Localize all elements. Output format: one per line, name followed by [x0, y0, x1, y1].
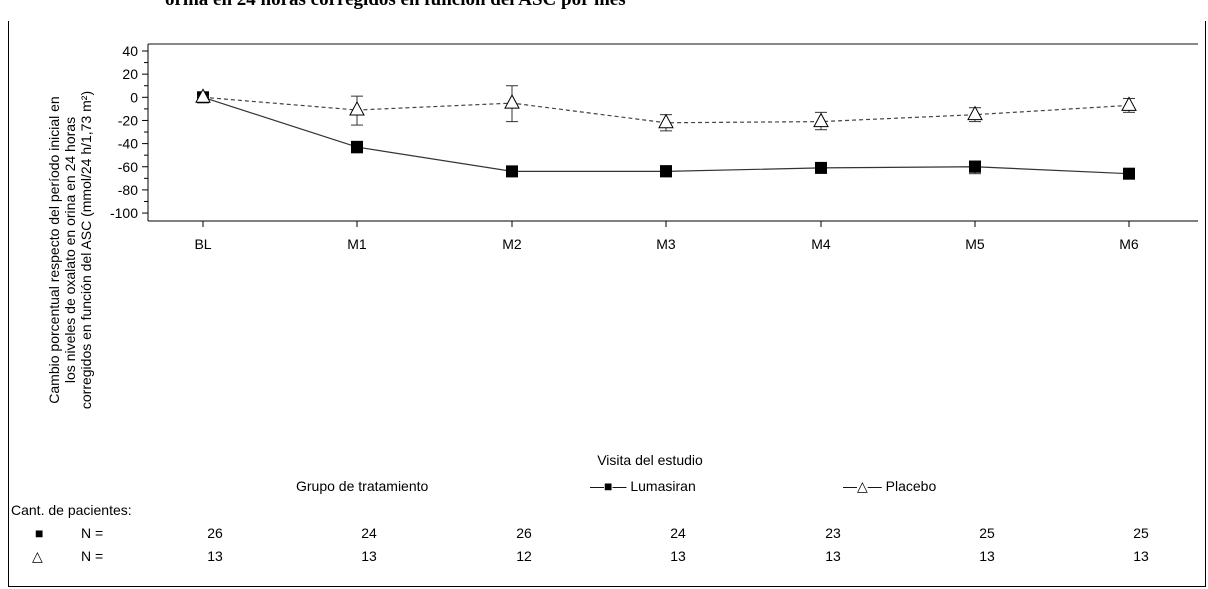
y-axis-label: Cambio porcentual respecto del período i…: [46, 91, 94, 409]
y-tick-label: -60: [118, 159, 138, 175]
series-placebo: [195, 85, 1137, 132]
axes: BL M1 M2 M3 M4 M5 M6: [147, 43, 1198, 252]
patients-count: 25: [1133, 525, 1149, 541]
patients-row-symbol: △: [32, 548, 43, 564]
data-point-triangle: [195, 88, 211, 103]
chart-title: orina en 24 horas corregidos en función …: [165, 0, 626, 11]
patients-count: 26: [207, 525, 223, 541]
patients-count: 12: [516, 548, 532, 564]
y-tick-label: 40: [122, 43, 138, 59]
patients-count: 13: [979, 548, 995, 564]
legend-symbol-lumasiran: —■—: [590, 478, 631, 494]
data-point-square: [1123, 167, 1135, 180]
y-tick-label: 0: [130, 89, 138, 105]
x-tick-label: M4: [811, 236, 831, 252]
patients-count: 23: [825, 525, 841, 541]
series-group: [195, 85, 1137, 180]
legend-item-placebo: —△— Placebo: [843, 478, 936, 495]
data-point-square: [969, 160, 981, 173]
data-point-triangle: [1121, 96, 1137, 111]
data-point-triangle: [658, 113, 674, 129]
legend-symbol-placebo: —△—: [843, 478, 886, 494]
data-point-triangle: [504, 94, 520, 109]
x-tick-label: M2: [502, 236, 522, 252]
figure-frame: [8, 21, 1206, 587]
patients-table-title: Cant. de pacientes:: [11, 502, 132, 518]
data-point-square: [506, 165, 518, 178]
data-point-square: [351, 141, 363, 154]
y-tick-label: 20: [122, 66, 138, 82]
y-tick-label: -100: [110, 205, 138, 221]
patients-count: 13: [825, 548, 841, 564]
x-tick-label: M3: [656, 236, 676, 252]
patients-row-symbol: ■: [35, 525, 44, 541]
x-tick-label: M5: [965, 236, 985, 252]
patients-count: 13: [670, 548, 686, 564]
y-axis-label-line-3: corregidos en función del ASC (mmol/24 h…: [78, 90, 94, 410]
patients-count: 13: [207, 548, 223, 564]
x-tick-label: BL: [194, 236, 211, 252]
data-point-square: [815, 161, 827, 174]
data-point-triangle: [813, 112, 829, 128]
x-tick-label: M6: [1119, 236, 1139, 252]
data-point-triangle: [967, 105, 983, 121]
series-lumasiran: [197, 91, 1135, 180]
patients-row-label: N =: [81, 548, 104, 564]
y-tick-label: -80: [118, 182, 138, 198]
data-point-square: [660, 165, 672, 178]
legend-title: Grupo de tratamiento: [296, 478, 429, 494]
x-tick-label: M1: [347, 236, 367, 252]
y-ticks: 40 20 0 -20 -40 -60 -80 -100: [110, 43, 148, 221]
legend-label-placebo: Placebo: [885, 478, 937, 494]
legend-label-lumasiran: Lumasiran: [630, 478, 696, 494]
y-tick-label: -20: [118, 112, 138, 128]
y-axis-label-line-2: los niveles de oxalato en orina en 24 ho…: [62, 116, 78, 384]
patients-count: 13: [361, 548, 377, 564]
legend-item-lumasiran: —■— Lumasiran: [590, 478, 696, 494]
patients-count: 24: [361, 525, 377, 541]
y-axis-label-line-1: Cambio porcentual respecto del período i…: [46, 96, 62, 404]
y-tick-label: -40: [118, 136, 138, 152]
patients-count: 24: [670, 525, 686, 541]
series-line-lumasiran: [202, 96, 1130, 175]
x-axis-label: Visita del estudio: [597, 452, 703, 468]
patients-count: 25: [979, 525, 995, 541]
patients-row-label: N =: [81, 525, 104, 541]
patients-count: 26: [516, 525, 532, 541]
data-point-triangle: [349, 100, 365, 116]
patients-count: 13: [1133, 548, 1149, 564]
